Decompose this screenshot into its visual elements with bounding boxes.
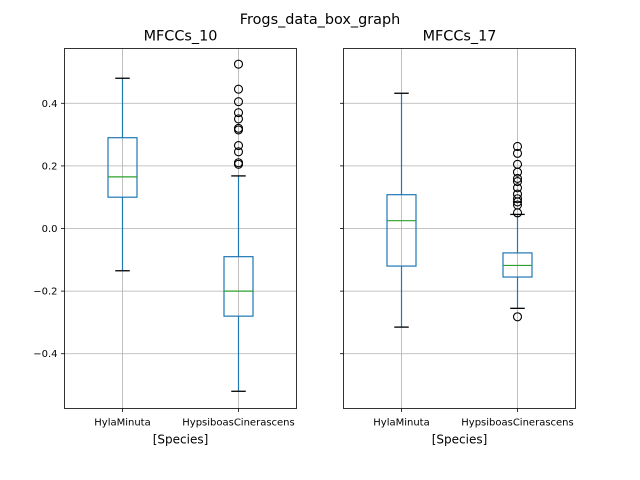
box-iqr <box>386 194 417 267</box>
x-tick-label: HypsiboasCinerascens <box>461 418 573 429</box>
flier-point <box>512 167 523 177</box>
box-HypsiboasCinerascens <box>502 141 533 322</box>
figure-suptitle: Frogs_data_box_graph <box>240 12 400 28</box>
flier-point <box>233 125 244 135</box>
flier-point <box>233 147 244 157</box>
y-tick-label: −0.4 <box>33 349 57 360</box>
x-axis-label: [Species] <box>432 433 488 447</box>
y-tick-label: 0.0 <box>42 224 58 235</box>
flier-point <box>512 312 523 322</box>
y-tick-label: 0.4 <box>42 99 58 110</box>
box-iqr <box>223 256 254 317</box>
x-tick-label: HypsiboasCinerascens <box>182 418 294 429</box>
flier-point <box>512 176 523 187</box>
subplot-1: −0.4 −0.2 0.0 0.2 0.4 HylaMinuta HypsiboasCine… <box>33 29 297 447</box>
flier-point <box>233 59 244 69</box>
subplot-2: HylaMinuta HypsiboasCinerascens MFCCs_17 [S… <box>340 29 576 447</box>
x-tick-label: HylaMinuta <box>373 418 429 429</box>
box-HylaMinuta <box>107 77 138 272</box>
flier-point <box>512 148 523 158</box>
y-tick-label: 0.2 <box>42 161 58 172</box>
axes-frame <box>64 48 297 409</box>
box-HylaMinuta <box>386 92 417 328</box>
flier-point <box>233 84 244 94</box>
flier-point <box>512 173 523 183</box>
flier-point <box>512 194 523 204</box>
x-tick-label: HylaMinuta <box>94 418 150 429</box>
flier-point <box>512 141 523 152</box>
axes-frame <box>343 48 576 409</box>
flier-point <box>233 97 244 107</box>
flier-point <box>233 108 244 118</box>
flier-point <box>233 114 244 124</box>
flier-point <box>512 183 523 193</box>
box-HypsiboasCinerascens <box>223 59 254 392</box>
y-tick-label: −0.2 <box>33 287 57 298</box>
flier-point <box>512 197 523 207</box>
flier-point <box>512 208 523 218</box>
subplot-title: MFCCs_17 <box>423 29 497 45</box>
panels: −0.4 −0.2 0.0 0.2 0.4 HylaMinuta HypsiboasCine… <box>33 29 576 447</box>
subplot-title: MFCCs_10 <box>144 29 218 45</box>
x-axis-label: [Species] <box>153 433 209 447</box>
flier-point <box>233 140 244 151</box>
box-iqr <box>107 137 138 198</box>
flier-point <box>233 159 244 169</box>
